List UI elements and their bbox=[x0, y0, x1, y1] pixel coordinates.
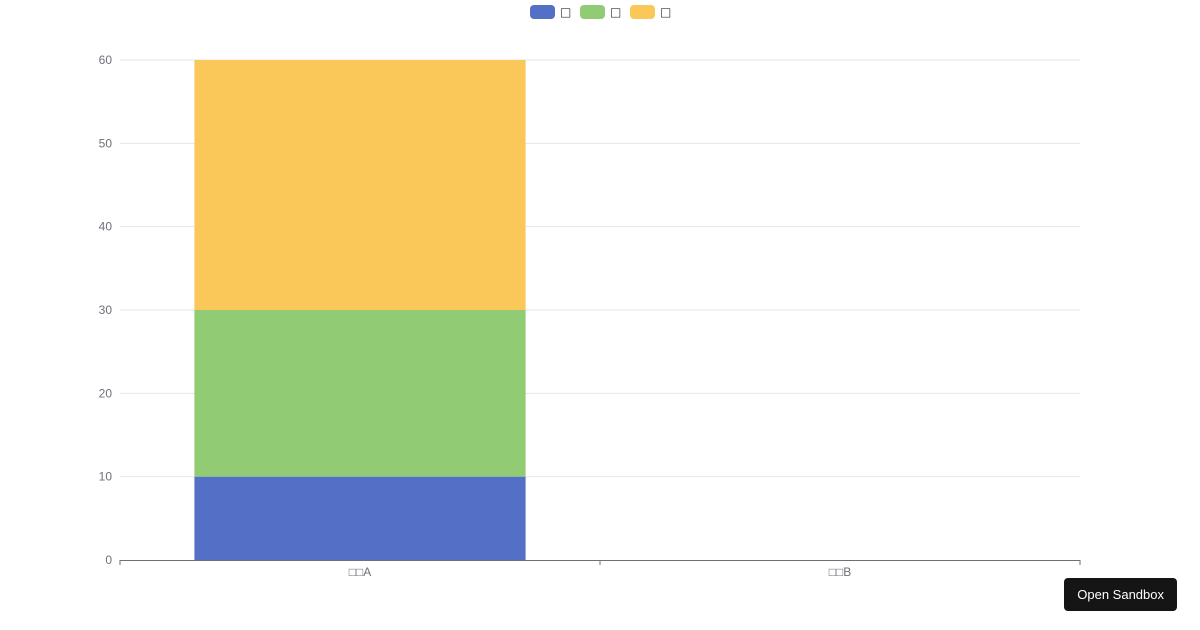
open-sandbox-button[interactable]: Open Sandbox bbox=[1064, 578, 1177, 611]
y-tick-label: 30 bbox=[99, 303, 113, 317]
legend-label: □ bbox=[610, 5, 621, 19]
y-tick-label: 50 bbox=[99, 136, 113, 150]
legend-swatch bbox=[630, 5, 655, 19]
x-tick-label: □□A bbox=[349, 565, 372, 579]
legend-label: □ bbox=[560, 5, 571, 19]
legend: □ □ □ bbox=[530, 5, 671, 19]
y-tick-label: 0 bbox=[105, 553, 112, 567]
bar-segment bbox=[194, 60, 526, 310]
y-tick-label: 40 bbox=[99, 220, 113, 234]
legend-label: □ bbox=[660, 5, 671, 19]
y-tick-label: 60 bbox=[99, 53, 113, 67]
legend-swatch bbox=[530, 5, 555, 19]
y-tick-label: 20 bbox=[99, 386, 113, 400]
x-tick-label: □□B bbox=[829, 565, 852, 579]
bar-segment bbox=[194, 310, 526, 477]
bar-segment bbox=[194, 476, 526, 560]
y-tick-label: 10 bbox=[99, 470, 113, 484]
legend-swatch bbox=[580, 5, 605, 19]
